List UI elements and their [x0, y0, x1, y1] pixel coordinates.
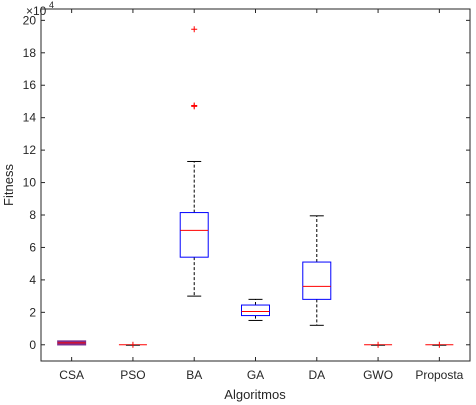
box-csa — [57, 340, 87, 346]
y-axis: 0 2 4 6 8 10 12 14 16 18 20 — [23, 13, 470, 352]
y-tick-label: 8 — [29, 208, 36, 222]
x-tick-label: GWO — [363, 368, 393, 382]
y-tick-label: 6 — [29, 240, 36, 254]
plot-area — [40, 8, 471, 362]
box-iqr — [241, 304, 270, 317]
x-tick-label: PSO — [120, 368, 145, 382]
outlier-marker — [191, 26, 198, 33]
y-axis-exponent-base: ×10 — [26, 4, 47, 18]
y-tick-label: 0 — [29, 338, 36, 352]
y-tick-label: 16 — [23, 78, 37, 92]
box-iqr — [179, 212, 209, 258]
y-tick-label: 20 — [23, 13, 37, 27]
x-axis-label: Algoritmos — [224, 387, 286, 402]
x-tick-label: CSA — [59, 368, 84, 382]
y-axis-exponent-power: 4 — [49, 0, 54, 10]
x-tick-label: DA — [308, 368, 325, 382]
boxes-group — [57, 26, 454, 348]
y-tick-label: 10 — [23, 176, 37, 190]
outlier-marker — [191, 102, 198, 109]
y-tick-label: 14 — [23, 111, 37, 125]
y-axis-label: Fitness — [1, 164, 16, 206]
y-tick-label: 2 — [29, 305, 36, 319]
y-tick-label: 4 — [29, 273, 36, 287]
box-proposta — [425, 341, 454, 348]
y-tick-label: 12 — [23, 143, 37, 157]
box-gwo — [364, 341, 393, 348]
x-tick-label: BA — [186, 368, 202, 382]
box-iqr — [302, 261, 332, 300]
box-pso — [118, 341, 147, 348]
box-ga — [241, 298, 270, 321]
box-ba — [179, 26, 209, 297]
box-da — [302, 215, 332, 326]
y-tick-label: 18 — [23, 46, 37, 60]
x-axis: CSA PSO BA GA DA GWO Proposta — [59, 9, 464, 382]
x-tick-label: Proposta — [415, 368, 463, 382]
x-tick-label: GA — [247, 368, 264, 382]
